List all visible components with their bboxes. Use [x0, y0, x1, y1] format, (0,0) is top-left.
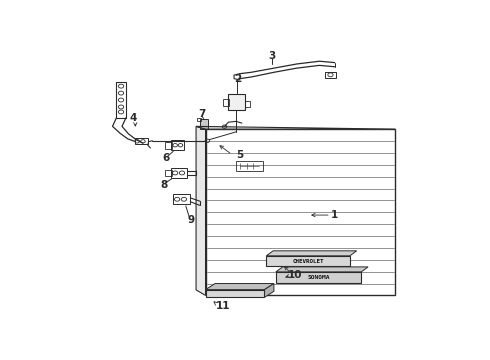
Text: 11: 11 [216, 301, 230, 311]
Bar [135, 138, 148, 144]
Text: SONOMA: SONOMA [307, 275, 330, 280]
Bar [116, 82, 126, 118]
Bar [267, 256, 350, 266]
Text: 1: 1 [331, 210, 338, 220]
Text: 8: 8 [160, 180, 168, 190]
Text: CHEVROLET: CHEVROLET [293, 258, 324, 264]
Bar [206, 290, 265, 297]
Text: 9: 9 [188, 215, 195, 225]
Polygon shape [206, 284, 274, 290]
Bar [200, 118, 208, 129]
Bar [325, 72, 336, 78]
Bar [222, 99, 229, 105]
Text: 2: 2 [234, 74, 242, 84]
Polygon shape [206, 129, 395, 296]
Bar [172, 140, 184, 150]
Text: 4: 4 [130, 113, 137, 123]
Polygon shape [196, 126, 395, 129]
Bar [245, 101, 250, 107]
Bar [165, 143, 172, 149]
Bar [236, 161, 263, 171]
Polygon shape [196, 126, 206, 296]
Text: 3: 3 [269, 51, 276, 61]
Text: 6: 6 [162, 153, 170, 163]
Bar [173, 194, 190, 204]
Polygon shape [267, 251, 357, 256]
Bar [228, 94, 245, 110]
Bar [276, 272, 361, 283]
Bar [165, 170, 172, 176]
Text: 10: 10 [288, 270, 302, 280]
Polygon shape [276, 267, 368, 272]
Bar [172, 168, 187, 177]
Text: 7: 7 [198, 109, 205, 119]
Polygon shape [265, 284, 274, 297]
Bar [197, 118, 201, 121]
Text: 5: 5 [236, 150, 244, 161]
